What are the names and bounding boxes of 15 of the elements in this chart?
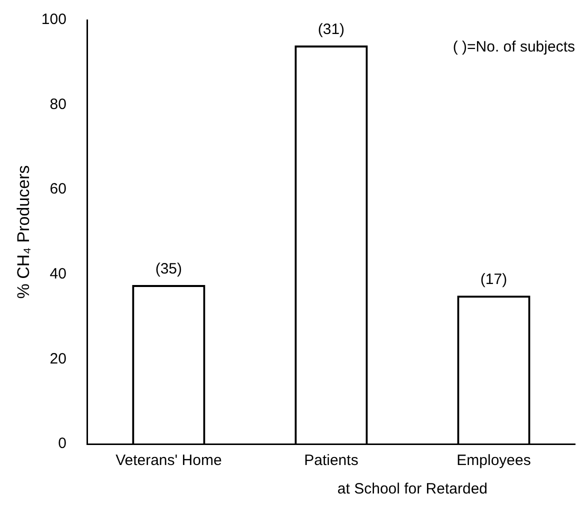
y-tick-label: 20 — [50, 350, 66, 368]
x-tick-label: Veterans' Home — [116, 452, 222, 470]
annotation: ( )=No. of subjects — [452, 38, 575, 56]
annotation: (35) — [155, 260, 182, 278]
annotation: (31) — [318, 21, 345, 38]
y-tick-label: 60 — [50, 180, 66, 198]
x-tick-label: Employees — [456, 452, 531, 470]
text: at School for Retarded — [337, 480, 488, 498]
annotation: (17) — [480, 271, 508, 288]
y-axis-title: % CH₄ Producers — [14, 165, 33, 299]
x-tick-label: Patients — [304, 452, 358, 470]
y-tick-label: 80 — [50, 96, 66, 113]
y-tick-label: 100 — [41, 11, 66, 28]
y-tick-label: 0 — [58, 435, 66, 452]
y-tick-label: 40 — [50, 266, 66, 283]
